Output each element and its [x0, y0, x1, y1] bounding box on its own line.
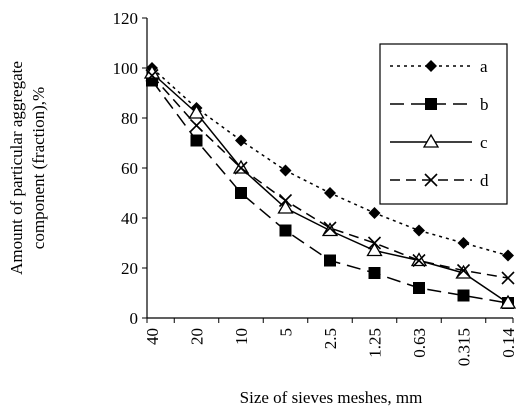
series-d-point-4: [323, 221, 337, 235]
legend-item-a: a: [390, 57, 488, 76]
x-axis-title: Size of sieves meshes, mm: [240, 388, 423, 407]
series-d-point-5-stroke-2: [367, 236, 382, 250]
y-axis-title-line-2: component (fraction),%: [29, 87, 48, 249]
series-d-point-7-stroke-2: [456, 263, 471, 278]
series-d-point-8: [501, 271, 515, 285]
legend-label-b: b: [480, 95, 489, 114]
legend-label-c: c: [480, 133, 488, 152]
y-tick-label-120: 120: [113, 9, 139, 28]
series-b-point-7: [457, 289, 470, 302]
y-tick-label-40: 40: [121, 209, 138, 228]
y-tick-label-20: 20: [121, 259, 138, 278]
legend-item-b: b: [390, 95, 489, 114]
series-c-point-5: [366, 242, 383, 257]
series-d-point-2-stroke-2: [234, 161, 248, 175]
x-tick-label-1.25: 1.25: [366, 328, 385, 358]
x-tick-label-0.315: 0.315: [455, 328, 474, 366]
series-d-point-6: [412, 253, 426, 268]
series-a-point-7: [457, 237, 470, 249]
series-a-point-4: [324, 187, 336, 199]
series-a-point-6: [413, 224, 425, 237]
legend-box: [379, 43, 508, 205]
y-axis-title-line-1: Amount of particular aggregate: [7, 61, 26, 275]
axes: 0 20 40 60 80 100 120 40 20 10 5 2.5 1.25 0.63 0.315 0.…: [113, 9, 519, 366]
legend-item-d: d: [390, 171, 489, 190]
series-b-point-1: [190, 134, 203, 147]
y-tick-label-60: 60: [121, 159, 138, 178]
y-axis-title: Amount of particular aggregate component …: [7, 61, 48, 275]
series-b-point-3: [279, 224, 292, 237]
series-d-point-2: [234, 161, 248, 175]
x-tick-label-10: 10: [232, 328, 251, 345]
x-tick-label-20: 20: [188, 328, 207, 345]
series-d-point-8-stroke-2: [501, 271, 515, 285]
legend-item-c: c: [390, 133, 488, 152]
y-tick-label-80: 80: [121, 109, 138, 128]
series-d-point-1-stroke-2: [189, 118, 204, 133]
series-d-point-4-stroke-2: [323, 221, 337, 235]
series-b-point-4: [324, 254, 336, 267]
series-d: [145, 68, 515, 285]
legend-label-a: a: [480, 57, 488, 76]
series-c-point-8: [499, 294, 517, 309]
series-d-point-1: [189, 118, 204, 133]
series-b-point-6: [413, 282, 425, 294]
series-d-line: [151, 75, 509, 279]
x-tick-label-2.5: 2.5: [321, 328, 340, 349]
series-a-point-5: [368, 207, 381, 219]
series-b-point-2: [235, 187, 247, 199]
series-d-point-7: [456, 263, 471, 278]
x-tick-label-5: 5: [277, 328, 296, 337]
series-a-point-3: [279, 164, 292, 177]
legend-label-d: d: [480, 171, 489, 190]
series-layer: [143, 62, 517, 309]
x-tick-label-40: 40: [143, 328, 162, 345]
legend-marker-a: [425, 60, 437, 72]
series-d-point-5: [367, 236, 382, 250]
x-tick-label-0.14: 0.14: [499, 328, 518, 358]
series-b-point-5: [368, 267, 381, 279]
legend-marker-d-stroke-2: [424, 173, 438, 187]
series-c-point-3: [277, 199, 294, 214]
series-c-point-1: [188, 104, 205, 119]
series-d-point-6-stroke-2: [412, 253, 426, 268]
legend-marker-b: [425, 98, 437, 110]
legend-marker-d: [424, 173, 438, 187]
series-d-point-0-stroke-2: [145, 68, 159, 83]
series-a-point-2: [235, 134, 247, 147]
x-tick-label-0.63: 0.63: [410, 328, 429, 358]
series-d-point-3-stroke-2: [278, 193, 293, 208]
y-tick-label-0: 0: [130, 309, 139, 328]
y-tick-label-100: 100: [113, 59, 139, 78]
legend-marker-c: [422, 133, 440, 148]
series-d-point-0: [145, 68, 159, 83]
series-a-point-8: [502, 249, 514, 262]
series-d-point-3: [278, 193, 293, 208]
